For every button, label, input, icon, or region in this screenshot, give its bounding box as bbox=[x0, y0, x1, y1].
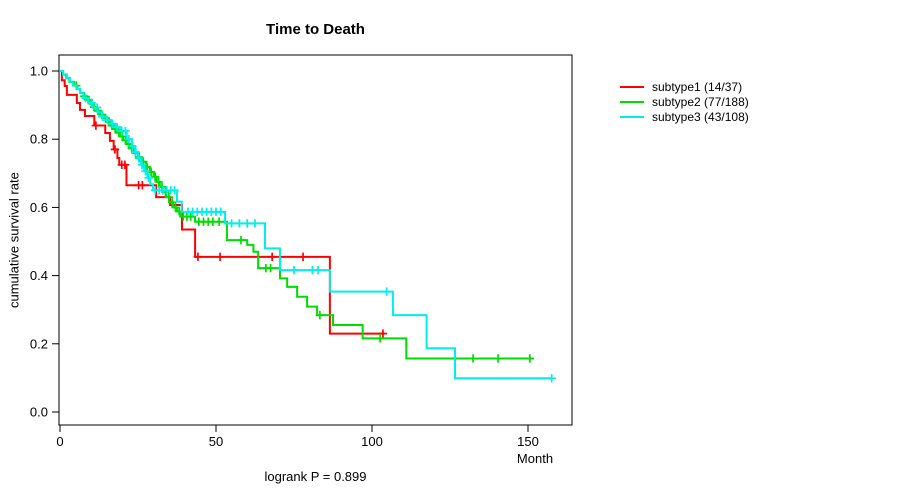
plot-box bbox=[58, 54, 573, 426]
legend-item-subtype3: subtype3 (43/108) bbox=[620, 109, 749, 124]
tick-label: 0.8 bbox=[30, 132, 48, 147]
logrank-pvalue-annotation: logrank P = 0.899 bbox=[264, 469, 367, 484]
tick-label: 1.0 bbox=[30, 64, 48, 79]
legend-item-subtype1: subtype1 (14/37) bbox=[620, 79, 749, 94]
tick-label: 0.0 bbox=[30, 405, 48, 420]
legend-label-subtype1: subtype1 (14/37) bbox=[652, 79, 743, 94]
legend-item-subtype2: subtype2 (77/188) bbox=[620, 94, 749, 109]
x-axis-label: Month bbox=[516, 451, 554, 466]
tick-label: 0.2 bbox=[30, 336, 48, 351]
tick-label: 0.6 bbox=[30, 200, 48, 215]
chart-title: Time to Death bbox=[266, 21, 365, 38]
survival-curve-subtype3 bbox=[60, 70, 552, 380]
tick-label: 100 bbox=[361, 434, 383, 449]
legend-label-subtype3: subtype3 (43/108) bbox=[652, 109, 749, 124]
legend-label-subtype2: subtype2 (77/188) bbox=[652, 94, 749, 109]
tick-label: 50 bbox=[209, 434, 223, 449]
subtype1-line-swatch bbox=[620, 85, 644, 88]
subtype3-line-swatch bbox=[620, 115, 644, 118]
tick-label: 0 bbox=[56, 434, 63, 449]
tick-label: 150 bbox=[517, 434, 539, 449]
tick-label: 0.4 bbox=[30, 268, 48, 283]
survival-curve-subtype2 bbox=[60, 70, 533, 360]
survival-curve-subtype1 bbox=[60, 70, 385, 335]
legend: subtype1 (14/37) subtype2 (77/188) subty… bbox=[620, 79, 749, 124]
subtype2-line-swatch bbox=[620, 100, 644, 103]
